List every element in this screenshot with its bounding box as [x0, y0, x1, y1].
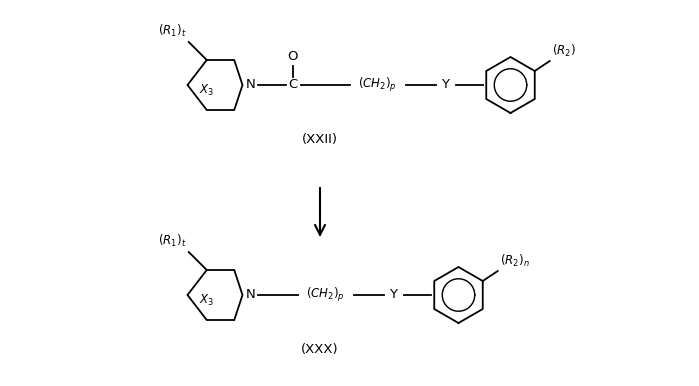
Text: $(R_1)_t$: $(R_1)_t$ — [158, 23, 187, 39]
Text: C: C — [288, 78, 297, 91]
Text: O: O — [287, 51, 298, 64]
Text: (XXX): (XXX) — [301, 344, 339, 357]
Text: $X_3$: $X_3$ — [199, 83, 215, 98]
Text: Y: Y — [389, 288, 398, 301]
Text: $(R_2)_n$: $(R_2)_n$ — [500, 253, 529, 269]
Text: $(CH_2)_p$: $(CH_2)_p$ — [358, 76, 397, 94]
Text: (XXII): (XXII) — [302, 134, 338, 147]
Text: N: N — [245, 78, 255, 91]
Text: $X_3$: $X_3$ — [199, 293, 215, 308]
Text: Y: Y — [442, 78, 449, 91]
Text: N: N — [245, 288, 255, 301]
Text: $(R_1)_t$: $(R_1)_t$ — [158, 233, 187, 249]
Text: $(CH_2)_p$: $(CH_2)_p$ — [306, 286, 345, 304]
Text: $(R_2)$: $(R_2)$ — [552, 43, 576, 59]
